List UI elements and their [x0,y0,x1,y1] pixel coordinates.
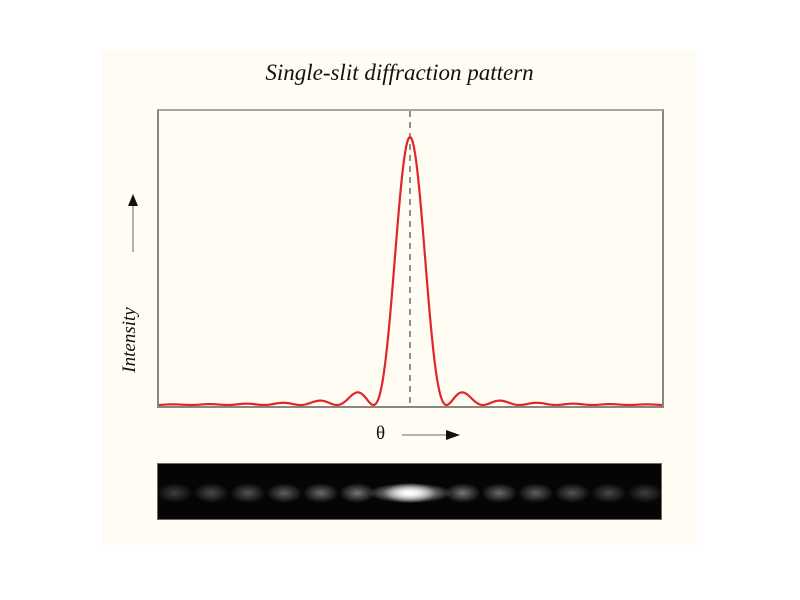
y-axis-label-text: Intensity [119,307,140,373]
intensity-curve-svg [159,111,662,406]
x-axis-label-text: θ [376,423,386,444]
right-arrow-icon [402,430,460,440]
plot-area [157,109,664,408]
fringe-pattern-image [158,483,661,503]
intensity-curve [159,135,662,406]
y-axis-label: Intensity [115,194,145,400]
x-axis-label: θ [376,423,496,447]
up-arrow-icon [128,194,138,252]
chart-title: Single-slit diffraction pattern [265,60,534,85]
figure-panel: Single-slit diffraction pattern Intensit… [102,50,697,545]
fringe-pattern-strip [157,463,662,520]
